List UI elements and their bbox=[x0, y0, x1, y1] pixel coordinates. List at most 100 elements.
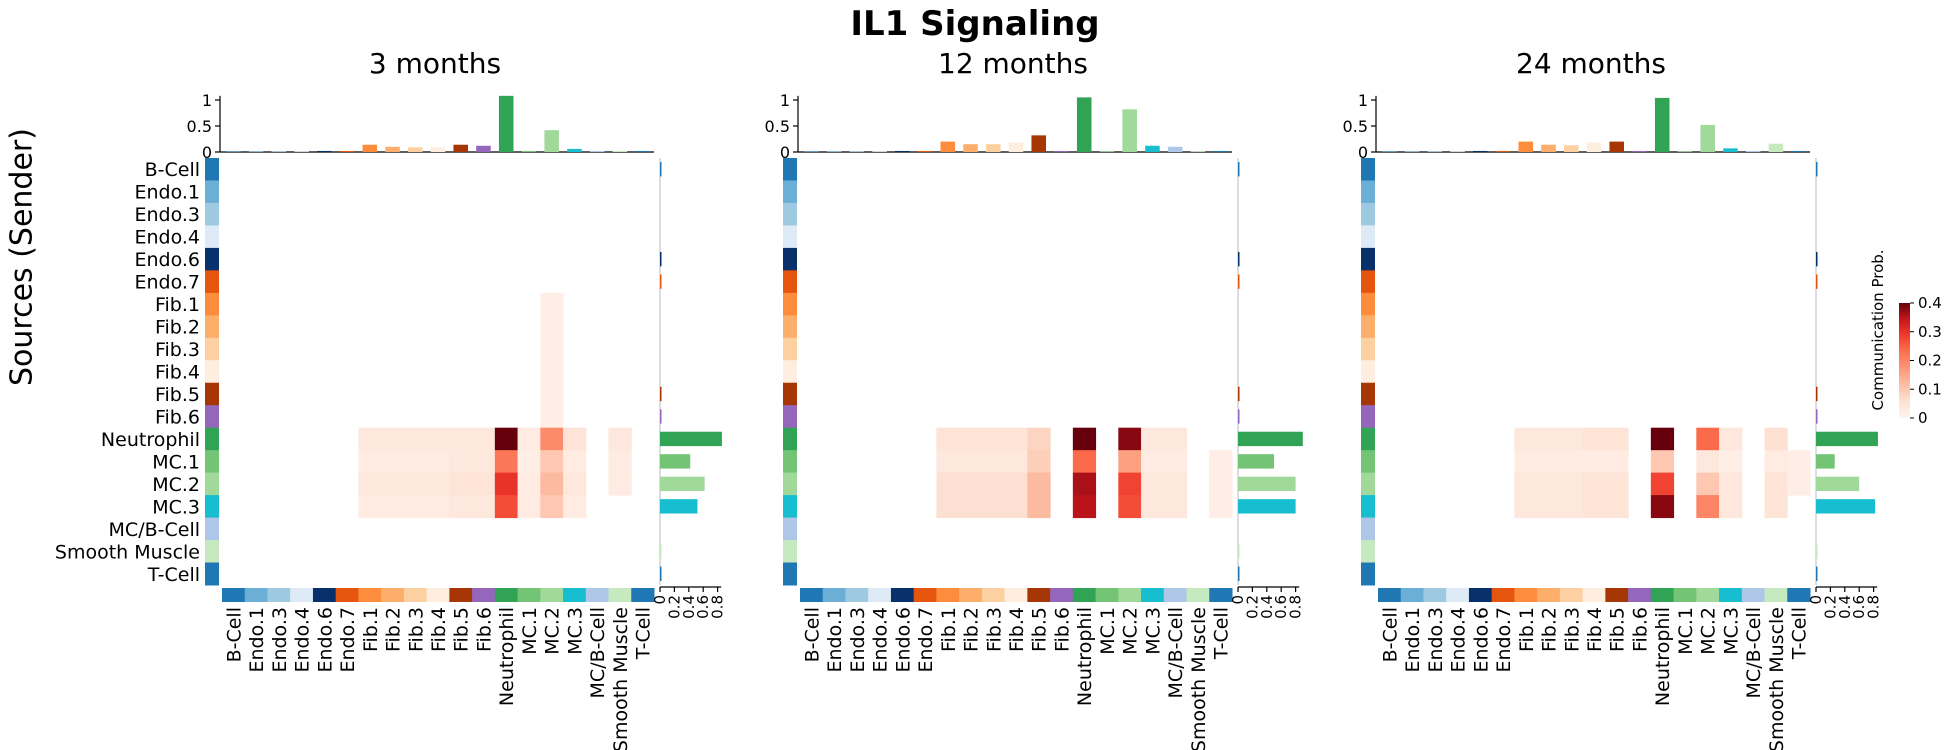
row-label: Endo.3 bbox=[134, 204, 200, 226]
column-label: Fib.2 bbox=[961, 607, 983, 652]
column-label: Endo.1 bbox=[1402, 607, 1424, 673]
right-bar bbox=[1816, 409, 1818, 424]
heatmap-cell bbox=[1764, 450, 1788, 474]
right-bar bbox=[660, 251, 662, 267]
column-label: Endo.4 bbox=[870, 607, 892, 673]
right-bar-tick-label: 0.6 bbox=[1850, 595, 1868, 619]
row-color-patch bbox=[783, 540, 797, 564]
row-color-patch bbox=[205, 315, 219, 339]
row-color-patch bbox=[1361, 180, 1375, 204]
top-bar bbox=[1632, 150, 1647, 152]
heatmap-cell bbox=[1719, 495, 1743, 519]
heatmap-cell bbox=[1650, 427, 1675, 451]
heatmap-cell bbox=[1163, 472, 1188, 496]
top-bar bbox=[963, 144, 978, 152]
heatmap-cell bbox=[1072, 450, 1097, 474]
column-label: Neutrophil bbox=[1074, 607, 1096, 706]
col-color-patch bbox=[1118, 588, 1142, 602]
row-label: Endo.6 bbox=[134, 249, 200, 271]
column-label: Fib.1 bbox=[1516, 607, 1538, 652]
heatmap-cell bbox=[403, 472, 428, 496]
top-bar-tick-label: 1 bbox=[202, 91, 212, 110]
col-color-patch bbox=[244, 588, 268, 602]
column-label: Smooth Muscle bbox=[1188, 607, 1210, 750]
heatmap-cell bbox=[563, 427, 587, 451]
right-bar bbox=[1238, 274, 1240, 289]
column-label: Fib.2 bbox=[1539, 607, 1561, 652]
column-label: MC.2 bbox=[1120, 607, 1142, 655]
right-bar-tick-label: 0 bbox=[1229, 595, 1247, 605]
heatmap-cell bbox=[1027, 495, 1051, 519]
column-label: Fib.2 bbox=[383, 607, 405, 652]
row-color-patch bbox=[783, 495, 797, 519]
right-bar bbox=[1816, 454, 1835, 469]
top-bar bbox=[1031, 135, 1047, 152]
right-bar bbox=[660, 386, 662, 402]
row-label: MC.3 bbox=[152, 496, 200, 518]
column-label: Fib.4 bbox=[428, 607, 450, 652]
top-bar bbox=[1404, 151, 1420, 152]
heatmap-cell bbox=[472, 450, 496, 474]
heatmap-cell bbox=[1605, 450, 1629, 474]
top-bar-tick-label: 0.5 bbox=[187, 117, 212, 136]
heatmap-cell bbox=[381, 450, 405, 474]
col-color-patch bbox=[1491, 588, 1515, 602]
heatmap-cell bbox=[608, 472, 632, 496]
col-color-patch bbox=[494, 588, 519, 602]
heatmap-cell bbox=[1719, 450, 1743, 474]
col-color-patch bbox=[1050, 588, 1074, 602]
heatmap-cell bbox=[1514, 495, 1538, 519]
heatmap-cell bbox=[426, 450, 450, 474]
column-label: T-Cell bbox=[1789, 607, 1811, 660]
heatmap-cell bbox=[1696, 427, 1720, 451]
heatmap-cell bbox=[494, 472, 519, 496]
column-label: Neutrophil bbox=[1652, 607, 1674, 706]
right-bar bbox=[1238, 162, 1240, 177]
top-bar bbox=[294, 151, 309, 152]
heatmap-cell bbox=[1582, 427, 1606, 451]
top-bar bbox=[248, 151, 264, 152]
heatmap-cell bbox=[1605, 427, 1629, 451]
col-color-patch bbox=[335, 588, 359, 602]
top-bar bbox=[567, 148, 582, 152]
column-label: MC.3 bbox=[1720, 607, 1742, 655]
heatmap-cell bbox=[1141, 450, 1165, 474]
col-color-patch bbox=[1423, 588, 1447, 602]
top-bar bbox=[1145, 145, 1160, 152]
row-color-patch bbox=[783, 180, 797, 204]
heatmap-cell bbox=[1209, 450, 1233, 474]
heatmap-cell bbox=[1118, 495, 1142, 519]
top-bar bbox=[1382, 151, 1397, 152]
heatmap-cell bbox=[981, 450, 1006, 474]
top-bar bbox=[1609, 141, 1625, 152]
heatmap-cell bbox=[494, 450, 519, 474]
heatmap-cell bbox=[540, 292, 564, 316]
heatmap-cell bbox=[517, 495, 541, 519]
top-bar bbox=[1586, 142, 1602, 152]
top-bar bbox=[1122, 109, 1137, 152]
heatmap-cell bbox=[540, 450, 564, 474]
col-color-patch bbox=[890, 588, 915, 602]
row-label: Neutrophil bbox=[101, 429, 200, 451]
top-bar bbox=[1518, 141, 1534, 152]
right-bar bbox=[660, 409, 662, 424]
column-label: B-Cell bbox=[801, 607, 823, 662]
col-color-patch bbox=[358, 588, 382, 602]
column-label: MC.3 bbox=[1142, 607, 1164, 655]
row-color-patch bbox=[783, 337, 797, 361]
colorbar: 0 0.1 0.2 0.3 0.4 bbox=[1899, 294, 1942, 427]
right-bar-tick-label: 0.8 bbox=[1287, 595, 1305, 619]
top-bar bbox=[895, 150, 910, 152]
col-color-patch bbox=[1650, 588, 1675, 602]
row-color-patch bbox=[783, 562, 797, 586]
col-color-patch bbox=[1787, 588, 1811, 602]
column-label: Endo.7 bbox=[1493, 607, 1515, 673]
colorbar-tick-label: 0 bbox=[1918, 409, 1928, 427]
row-label: MC.1 bbox=[152, 451, 200, 473]
col-color-patch bbox=[449, 588, 473, 602]
column-label: Fib.3 bbox=[983, 607, 1005, 652]
column-label: T-Cell bbox=[1211, 607, 1233, 660]
colorbar-tick-label: 0.2 bbox=[1918, 352, 1942, 370]
col-color-patch bbox=[1186, 588, 1210, 602]
top-bar bbox=[317, 150, 332, 152]
